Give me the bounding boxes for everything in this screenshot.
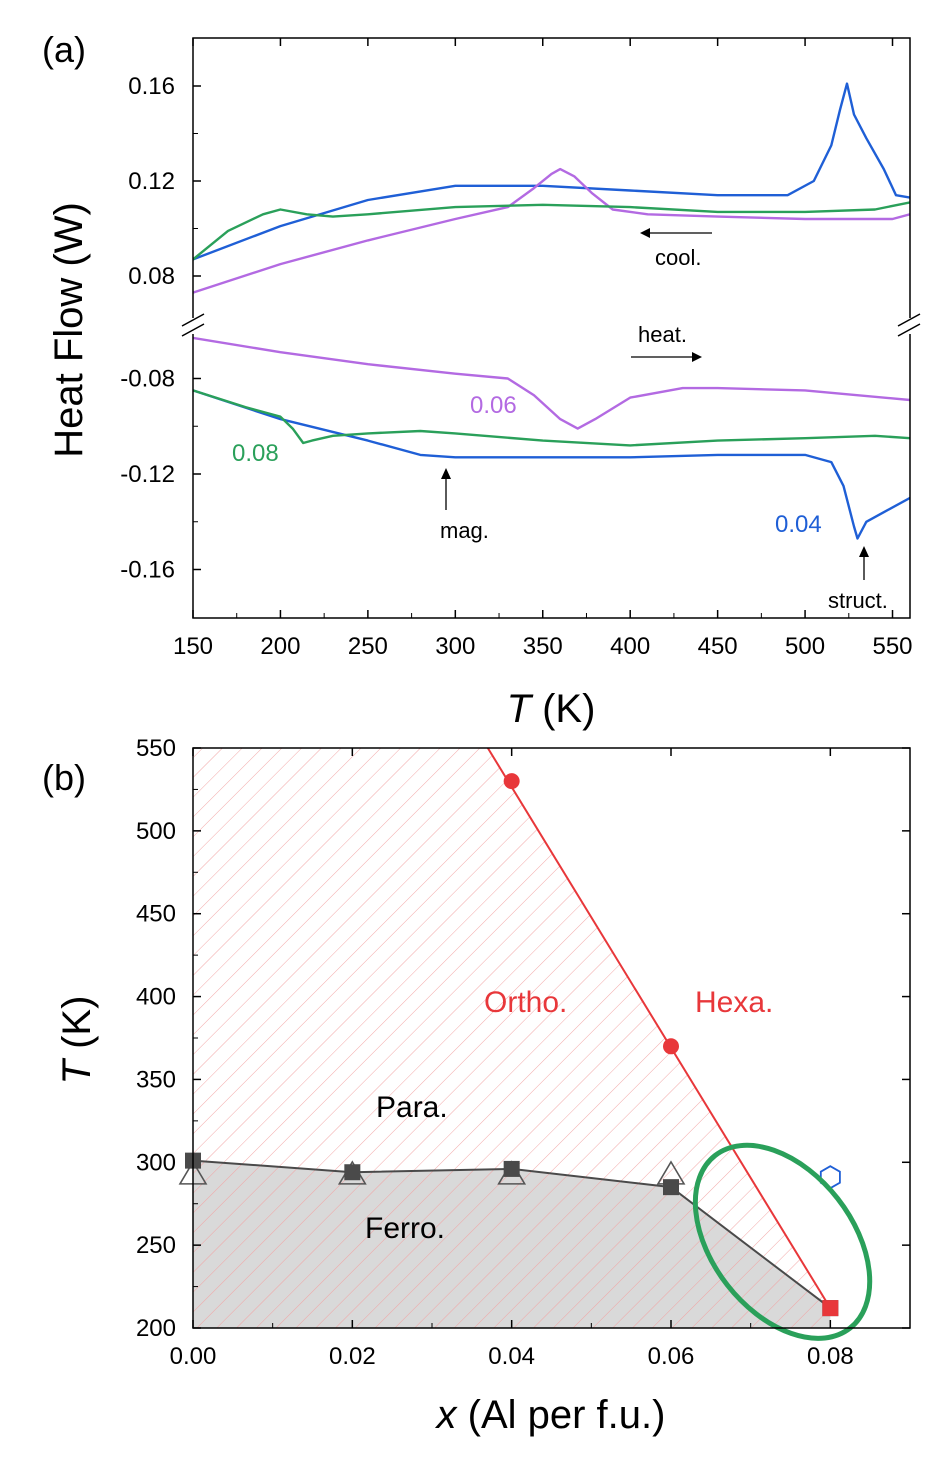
panel-b-frame (192, 747, 911, 1329)
panel-a-x-tick-label: 400 (610, 633, 650, 660)
panel-a-y-tick-label: 0.16 (128, 73, 175, 100)
series-0-06-heating (193, 336, 910, 430)
panel-b-x-axis-symbol: x (435, 1393, 459, 1437)
series-0-04-cooling (193, 82, 910, 261)
structural-boundary-line (486, 748, 832, 1309)
panel-b-regions (193, 748, 831, 1328)
panel-b-x-axis-label: x (Al per f.u.) (435, 1393, 666, 1437)
panel-a-x-tick-label: 150 (173, 633, 213, 660)
square-marker (663, 1179, 679, 1196)
series-0-08-cooling (193, 201, 910, 261)
square-marker (503, 1160, 520, 1177)
region-hexa-label: Hexa. (695, 986, 773, 1019)
panel-a-x-axis-unit: (K) (531, 687, 595, 731)
panel-b-ticks: 0.00 0.02 0.04 0.06 0.08 550 500 450 400 350 300 25… (136, 735, 911, 1370)
panel-b-y-tick-label: 350 (136, 1066, 176, 1093)
panel-a-y-axis-label: Heat Flow (W) (47, 202, 91, 458)
panel-a-curves (193, 82, 910, 540)
circle-marker (822, 1300, 839, 1317)
region-para-label: Para. (376, 1091, 448, 1124)
panel-a-x-tick-label: 200 (260, 633, 300, 660)
panel-b-y-tick-label: 550 (136, 735, 176, 762)
panel-b-x-tick-label: 0.06 (648, 1343, 695, 1370)
panel-b-y-tick-label: 400 (136, 984, 176, 1011)
panel-a: (a) Heat Flow (W) T (K) 150 200 250 300 350 4… (42, 29, 924, 731)
panel-a-y-tick-label: -0.08 (120, 366, 175, 393)
circle-marker (503, 773, 520, 790)
mag-label: mag. (440, 518, 489, 543)
panel-b-label: (b) (42, 757, 86, 798)
series-0-04-heating (193, 389, 910, 540)
panel-a-x-tick-label: 300 (435, 633, 475, 660)
panel-b-x-tick-label: 0.02 (329, 1343, 376, 1370)
series-label-0-04: 0.04 (775, 511, 822, 538)
panel-b-y-tick-label: 300 (136, 1149, 176, 1176)
heat-label: heat. (638, 322, 687, 347)
panel-a-y-tick-label: -0.12 (120, 461, 175, 488)
panel-b-y-tick-label: 200 (136, 1315, 176, 1342)
heat-annotation: heat. (631, 322, 702, 362)
panel-a-x-tick-label: 450 (698, 633, 738, 660)
series-0-08-heating (193, 389, 910, 447)
square-marker (344, 1164, 361, 1181)
struct-annotation: struct. (828, 546, 888, 613)
mag-annotation: mag. (440, 468, 489, 543)
panel-a-x-axis-label: T (K) (507, 687, 596, 731)
panel-b-y-tick-label: 500 (136, 818, 176, 845)
panel-a-ticks: 150 200 250 300 350 400 450 500 550 0.16 0.12 0.08 -… (120, 38, 913, 660)
region-ortho-label: Ortho. (484, 986, 567, 1019)
cool-label: cool. (655, 245, 701, 270)
panel-b-y-tick-label: 250 (136, 1232, 176, 1259)
panel-b-x-tick-label: 0.04 (488, 1343, 535, 1370)
panel-b: (b) T (K) x (Al per f.u.) 0.00 0.02 0.04 0.… (42, 735, 911, 1437)
region-ferro-label: Ferro. (365, 1212, 445, 1245)
panel-b-y-axis-symbol: T (55, 1057, 99, 1084)
panel-a-x-tick-label: 500 (785, 633, 825, 660)
panel-b-y-axis-label: T (K) (55, 996, 99, 1085)
panel-a-y-tick-label: 0.08 (128, 263, 175, 290)
panel-b-y-tick-label: 450 (136, 901, 176, 928)
panel-a-x-tick-label: 250 (348, 633, 388, 660)
panel-b-x-axis-unit: (Al per f.u.) (457, 1393, 666, 1437)
struct-label: struct. (828, 588, 888, 613)
series-0-06-cooling (193, 167, 910, 294)
panel-a-x-axis-symbol: T (507, 687, 534, 731)
panel-a-y-tick-label: 0.12 (128, 168, 175, 195)
axis-break-marks (180, 313, 924, 337)
panel-b-y-axis-unit: (K) (55, 996, 99, 1060)
circle-marker (663, 1038, 679, 1055)
ferro-region-hatch (193, 1160, 831, 1328)
series-label-0-08: 0.08 (232, 440, 279, 467)
cool-annotation: cool. (640, 228, 712, 270)
panel-a-y-tick-label: -0.16 (120, 557, 175, 584)
panel-a-x-tick-label: 550 (872, 633, 912, 660)
panel-a-x-tick-label: 350 (523, 633, 563, 660)
panel-b-x-tick-label: 0.00 (170, 1343, 217, 1370)
series-label-0-06: 0.06 (470, 392, 517, 419)
panel-a-label: (a) (42, 29, 86, 70)
panel-b-x-tick-label: 0.08 (807, 1343, 854, 1370)
